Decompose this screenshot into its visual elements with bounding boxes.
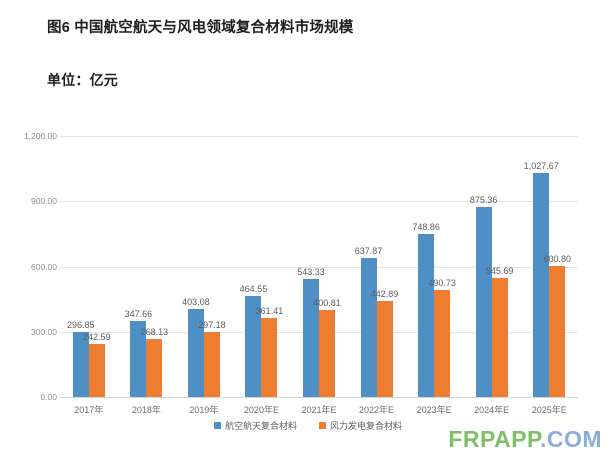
x-axis-tick: 2023年E [416,405,452,415]
bar-wind-power[interactable] [146,338,163,397]
bar-wind-power[interactable] [319,309,335,397]
bar-value-label: 442.89 [370,288,399,299]
bar-aerospace[interactable] [533,173,550,397]
bar-aerospace[interactable] [475,206,492,397]
x-axis-tick: 2020年E [243,405,279,415]
bar-aerospace[interactable] [245,295,262,397]
bar-value-label: 600.80 [543,254,571,265]
bar-aerospace[interactable] [187,309,204,397]
x-axis-tick: 2024年E [474,405,510,415]
watermark-secondary: .COM [539,426,602,452]
bar-wind-power[interactable] [549,266,566,397]
legend-item-wind-power[interactable]: 风力发电复合材料 [319,419,402,432]
bar-group: 403.08 297.18 [182,136,226,397]
legend-swatch-icon [319,422,326,429]
bar-value-label: 543.33 [297,266,325,277]
bar-wind-power[interactable] [434,290,451,397]
x-axis-tick: 2019年 [189,405,219,415]
x-axis-tick: 2022年E [359,405,395,415]
figure-title: 图6 中国航空航天与风电领域复合材料市场规模 [47,20,354,36]
watermark-primary: FRPAPP [448,426,540,452]
bar-group: 543.33 400.81 [297,136,341,397]
bar-aerospace[interactable] [72,332,89,397]
legend-item-aerospace[interactable]: 航空航天复合材料 [213,419,297,432]
bar-value-label: 361.41 [255,306,284,317]
legend-swatch-icon [213,422,221,429]
bar-group: 464.55 361.41 [240,136,283,397]
gridline [60,136,578,137]
x-axis-line [60,397,578,398]
bar-value-label: 347.66 [124,309,153,320]
bar-wind-power[interactable] [88,344,105,397]
bar-value-label: 297.18 [198,320,226,331]
y-axis-tick: 600.00 [31,261,57,272]
gridline [60,201,578,203]
bar-value-label: 875.36 [469,194,498,205]
bar-group: 296.85 242.59 [67,136,111,397]
x-axis-tick: 2025年E [531,405,567,415]
y-axis-tick: 1,200.00 [23,131,57,141]
bar-value-label: 242.59 [83,332,111,343]
x-axis-tick: 2017年 [74,405,104,415]
bar-value-label: 490.73 [428,278,456,289]
y-axis-tick: 300.00 [31,326,57,337]
bar-value-label: 400.81 [313,297,341,308]
plot-area: 296.85 242.59 347.66 268.13 403.08 297.18 464.… [60,136,578,398]
bar-group: 748.86 490.73 [412,136,456,397]
bar-value-label: 403.08 [182,297,210,308]
bar-wind-power[interactable] [203,332,220,397]
bar-value-label: 748.86 [412,222,440,233]
y-axis-tick: 900.00 [31,196,57,207]
bar-value-label: 268.13 [140,326,169,337]
gridline [60,266,578,268]
site-watermark: FRPAPP.COM [448,426,602,453]
legend-label: 航空航天复合材料 [224,421,297,431]
bar-aerospace[interactable] [418,234,435,397]
chart-legend: 航空航天复合材料 风力发电复合材料 [0,419,616,432]
bar-value-label: 296.85 [67,320,95,331]
x-axis-tick: 2021年E [301,405,337,415]
bar-value-label: 464.55 [239,283,268,294]
bar-aerospace[interactable] [303,278,319,397]
bar-group: 637.87 442.89 [355,136,398,397]
bar-wind-power[interactable] [261,318,278,397]
bar-value-label: 637.87 [354,246,383,257]
legend-label: 风力发电复合材料 [330,421,403,431]
bar-value-label: 545.69 [485,266,514,277]
bar-group: 875.36 545.69 [470,136,513,397]
y-axis-tick: 0.00 [40,392,57,402]
bar-group: 1,027.67 600.80 [524,136,571,397]
bar-aerospace[interactable] [360,258,377,397]
bar-group: 347.66 268.13 [125,136,168,397]
bar-value-label: 1,027.67 [523,161,559,172]
bar-aerospace[interactable] [130,321,147,397]
x-axis-tick: 2018年 [131,405,161,415]
y-axis-tick-labels: 0.00 300.00 600.00 900.00 1,200.00 [0,131,57,402]
bar-wind-power[interactable] [491,278,508,397]
figure-unit-label: 单位：亿元 [47,72,118,88]
bar-wind-power[interactable] [376,300,393,397]
